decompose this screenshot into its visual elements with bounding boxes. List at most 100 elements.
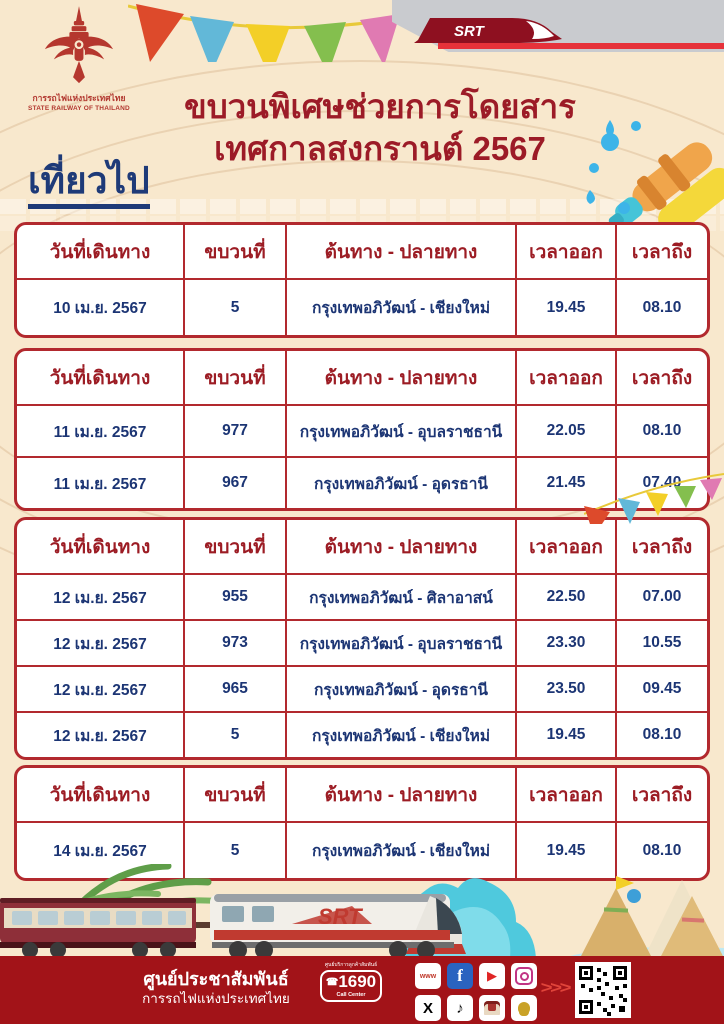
footer-line-1: ศูนย์ประชาสัมพันธ์: [143, 969, 289, 989]
cell: 12 เม.ย. 2567: [17, 665, 183, 711]
title-line-1: ขบวนพิเศษช่วยการโดยสาร: [184, 88, 576, 125]
cell: 5: [183, 711, 285, 757]
title-line-2: เทศกาลสงกรานต์ 2567: [214, 130, 546, 167]
poster-title: ขบวนพิเศษช่วยการโดยสาร เทศกาลสงกรานต์ 25…: [110, 86, 650, 170]
cell: 5: [183, 278, 285, 335]
cell: 07.00: [615, 573, 707, 619]
website-icon: www: [415, 963, 441, 989]
cell: 965: [183, 665, 285, 711]
schedule-table-apr14: วันที่เดินทาง ขบวนที่ ต้นทาง - ปลายทาง เวลา…: [14, 765, 710, 881]
tiktok-icon: ♪: [447, 995, 473, 1021]
header-cell: ต้นทาง - ปลายทาง: [285, 225, 515, 278]
cell: 14 เม.ย. 2567: [17, 821, 183, 878]
garuda-emblem-icon: [44, 6, 114, 84]
cell: กรุงเทพอภิวัฒน์ - อุบลราชธานี: [285, 619, 515, 665]
train-illustration: SRT: [0, 894, 466, 959]
header-cell: เวลาออก: [515, 225, 615, 278]
cell: 967: [183, 456, 285, 508]
header-cell: ขบวนที่: [183, 768, 285, 821]
header-cell: เวลาออก: [515, 351, 615, 404]
phone-icon: ☎: [325, 977, 339, 988]
cell: 12 เม.ย. 2567: [17, 711, 183, 757]
cell: 23.30: [515, 619, 615, 665]
direction-label: เที่ยวไป: [28, 160, 150, 209]
sand-pagodas: [564, 876, 724, 958]
cell: 22.50: [515, 573, 615, 619]
header-cell: เวลาถึง: [615, 225, 707, 278]
bunting-flags: [128, 4, 428, 62]
header-cell: เวลาถึง: [615, 351, 707, 404]
cell: กรุงเทพอภิวัฒน์ - อุบลราชธานี: [285, 404, 515, 456]
cell: 10 เม.ย. 2567: [17, 278, 183, 335]
call-center-number: 1690: [338, 972, 377, 991]
cell: 09.45: [615, 665, 707, 711]
cell: 955: [183, 573, 285, 619]
cell: 08.10: [615, 711, 707, 757]
header-cell: วันที่เดินทาง: [49, 784, 151, 806]
locomotive-brand-text: SRT: [318, 904, 363, 929]
header-cell: เวลาถึง: [615, 520, 707, 573]
schedule-table-apr12: วันที่เดินทาง ขบวนที่ ต้นทาง - ปลายทาง เวลา…: [14, 517, 710, 760]
srt-brand-text: SRT: [454, 23, 486, 40]
header-cell: ต้นทาง - ปลายทาง: [285, 768, 515, 821]
arrows-to-qr: >>>: [540, 978, 572, 997]
x-icon: X: [415, 995, 441, 1021]
cell: 19.45: [515, 278, 615, 335]
cell: 19.45: [515, 821, 615, 878]
facebook-icon: f: [447, 963, 473, 989]
header-cell: ขบวนที่: [183, 520, 285, 573]
srt-org-logo: การรถไฟแห่งประเทศไทย STATE RAILWAY OF TH…: [20, 6, 138, 112]
header-cell: ต้นทาง - ปลายทาง: [285, 520, 515, 573]
header-red-line: [438, 43, 724, 49]
cell: 11 เม.ย. 2567: [17, 456, 183, 508]
header-cell: ขบวนที่: [183, 225, 285, 278]
cell: 22.05: [515, 404, 615, 456]
org-name-english: STATE RAILWAY OF THAILAND: [28, 105, 130, 112]
header-cell: วันที่เดินทาง: [49, 241, 151, 263]
cell: กรุงเทพอภิวัฒน์ - อุดรธานี: [285, 456, 515, 508]
cell: 08.10: [615, 404, 707, 456]
header-cell: เวลาออก: [515, 520, 615, 573]
cell: 19.45: [515, 711, 615, 757]
cell: 10.55: [615, 619, 707, 665]
cell: กรุงเทพอภิวัฒน์ - ศิลาอาสน์: [285, 573, 515, 619]
header-cell: ขบวนที่: [183, 351, 285, 404]
header-cell: เวลาถึง: [615, 768, 707, 821]
cell: 08.10: [615, 278, 707, 335]
cell: กรุงเทพอภิวัฒน์ - เชียงใหม่: [285, 711, 515, 757]
cell: 12 เม.ย. 2567: [17, 573, 183, 619]
schedule-table-apr11: วันที่เดินทาง ขบวนที่ ต้นทาง - ปลายทาง เวลา…: [14, 348, 710, 511]
footer-pr-text: ศูนย์ประชาสัมพันธ์ การรถไฟแห่งประเทศไทย: [118, 968, 314, 1007]
header-cell: วันที่เดินทาง: [49, 367, 151, 389]
header-cell: เวลาออก: [515, 768, 615, 821]
srt-train-logo: SRT: [414, 18, 562, 43]
social-grid: www f ▶ X ♪: [415, 963, 537, 1021]
cell: 12 เม.ย. 2567: [17, 619, 183, 665]
qr-code: [575, 962, 631, 1018]
schedule-table-apr10: วันที่เดินทาง ขบวนที่ ต้นทาง - ปลายทาง เวลา…: [14, 222, 710, 338]
org-name-thai: การรถไฟแห่งประเทศไทย: [32, 93, 126, 103]
cell: 973: [183, 619, 285, 665]
d-ticket-icon: [511, 995, 537, 1021]
cell: 08.10: [615, 821, 707, 878]
footer-line-2: การรถไฟแห่งประเทศไทย: [142, 991, 290, 1006]
cell: 07.40: [615, 456, 707, 508]
brick-pattern: [0, 199, 724, 214]
cell: 11 เม.ย. 2567: [17, 404, 183, 456]
cell: 23.50: [515, 665, 615, 711]
call-center-label: Call Center: [336, 992, 366, 998]
srt-app-icon: [479, 995, 505, 1021]
cell: 5: [183, 821, 285, 878]
call-center-box: ☎1690 Call Center: [320, 970, 382, 1002]
cell: 977: [183, 404, 285, 456]
cell: กรุงเทพอภิวัฒน์ - อุดรธานี: [285, 665, 515, 711]
cell: 21.45: [515, 456, 615, 508]
cell: กรุงเทพอภิวัฒน์ - เชียงใหม่: [285, 821, 515, 878]
footer-bar: ศูนย์ประชาสัมพันธ์ การรถไฟแห่งประเทศไทย …: [0, 956, 724, 1024]
header-cell: วันที่เดินทาง: [49, 536, 151, 558]
mini-bunting-flags: [584, 473, 724, 524]
call-center-badge: ศูนย์บริการลูกค้าสัมพันธ์ ☎1690 Call Cen…: [320, 961, 382, 1002]
instagram-icon: [511, 963, 537, 989]
youtube-icon: ▶: [479, 963, 505, 989]
